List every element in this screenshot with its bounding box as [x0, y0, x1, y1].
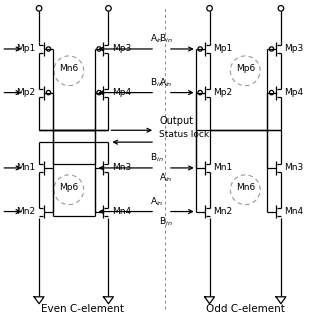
Text: Mn2: Mn2 [213, 207, 232, 216]
Text: A$_{in}$: A$_{in}$ [150, 195, 164, 208]
Text: Mp6: Mp6 [59, 183, 78, 192]
Text: Mp2: Mp2 [213, 88, 232, 97]
Text: Mp4: Mp4 [112, 88, 131, 97]
Text: Mp2: Mp2 [17, 88, 36, 97]
Text: Mn4: Mn4 [112, 207, 131, 216]
Text: Odd C-element: Odd C-element [206, 304, 285, 314]
Text: A$_{in}$: A$_{in}$ [150, 33, 164, 45]
Text: Even C-element: Even C-element [41, 304, 124, 314]
Text: Mp1: Mp1 [213, 44, 232, 53]
Text: A$_{in}$: A$_{in}$ [159, 76, 172, 89]
Text: Mp6: Mp6 [236, 64, 255, 73]
Text: Mn3: Mn3 [284, 164, 303, 172]
Text: Output: Output [159, 116, 193, 126]
Text: B$_{in}$: B$_{in}$ [150, 151, 164, 164]
Text: Mn6: Mn6 [236, 183, 255, 192]
Text: Mp1: Mp1 [17, 44, 36, 53]
Text: B$_{in}$: B$_{in}$ [150, 76, 164, 89]
Text: Mn1: Mn1 [213, 164, 232, 172]
Text: Mn6: Mn6 [59, 64, 78, 73]
Text: Mp3: Mp3 [112, 44, 131, 53]
Text: Mn3: Mn3 [112, 164, 131, 172]
Text: Status lock: Status lock [159, 130, 209, 139]
Text: B$_{in}$: B$_{in}$ [159, 33, 172, 45]
Text: Mp3: Mp3 [284, 44, 303, 53]
Text: Mn1: Mn1 [17, 164, 36, 172]
Text: Mp4: Mp4 [284, 88, 303, 97]
Text: Mn2: Mn2 [17, 207, 36, 216]
Text: A$_{in}$: A$_{in}$ [159, 172, 172, 184]
Text: B$_{in}$: B$_{in}$ [159, 215, 172, 228]
Text: Mn4: Mn4 [284, 207, 303, 216]
